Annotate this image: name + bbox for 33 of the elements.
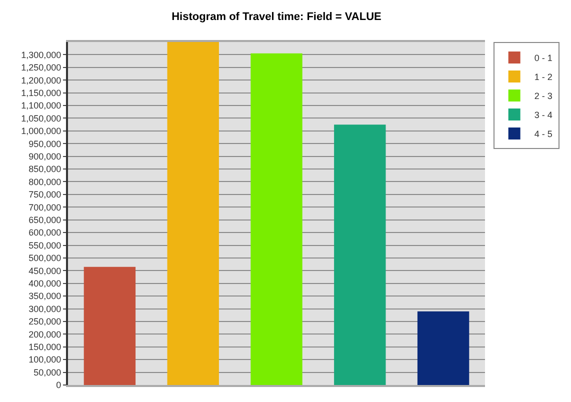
y-tick-label: 1,050,000 (21, 113, 62, 124)
y-tick-label: 1,150,000 (21, 88, 62, 98)
y-tick-label: 1,300,000 (21, 50, 62, 60)
y-tick-label: 450,000 (28, 266, 62, 276)
y-tick-label: 500,000 (28, 253, 62, 264)
y-tick-label: 550,000 (28, 240, 62, 250)
y-tick-label: 400,000 (28, 278, 62, 289)
legend-label: 4 - 5 (534, 129, 552, 140)
y-tick-label: 1,100,000 (21, 100, 62, 111)
legend-label: 3 - 4 (534, 110, 552, 120)
y-tick-label: 750,000 (28, 190, 62, 200)
y-tick-label: 650,000 (28, 215, 62, 225)
legend-label: 1 - 2 (534, 72, 552, 82)
y-tick-label: 300,000 (28, 304, 62, 314)
chart-title: Histogram of Travel time: Field = VALUE (172, 10, 382, 23)
y-tick-label: 100,000 (28, 354, 62, 365)
y-tick-label: 900,000 (28, 151, 62, 162)
y-tick-label: 1,200,000 (21, 75, 62, 86)
legend-label: 0 - 1 (534, 53, 552, 64)
y-tick-label: 1,000,000 (21, 126, 62, 136)
y-tick-label: 50,000 (34, 367, 62, 378)
y-tick-label: 150,000 (28, 342, 62, 352)
legend-label: 2 - 3 (534, 91, 552, 102)
y-tick-label: 350,000 (28, 291, 62, 302)
y-tick-label: 950,000 (28, 138, 62, 149)
y-tick-label: 1,250,000 (21, 62, 62, 73)
y-tick-label: 250,000 (28, 316, 62, 327)
y-tick-label: 200,000 (28, 329, 62, 340)
y-tick-label: 0 (56, 380, 62, 390)
y-tick-label: 600,000 (28, 228, 62, 238)
y-tick-label: 850,000 (28, 164, 62, 174)
y-tick-label: 800,000 (28, 176, 62, 187)
y-tick-label: 700,000 (28, 202, 62, 212)
